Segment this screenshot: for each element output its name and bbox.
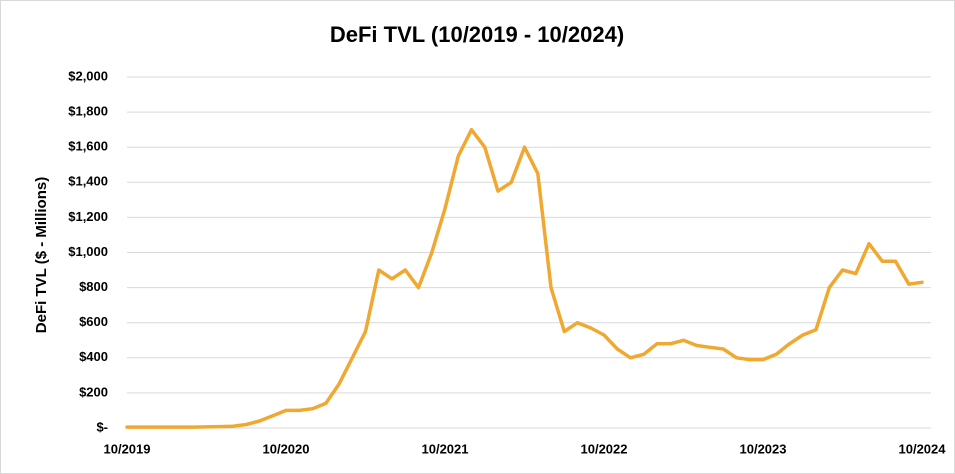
x-tick-label: 10/2021 — [422, 441, 469, 456]
x-tick-label: 10/2023 — [740, 441, 787, 456]
x-tick-label: 10/2020 — [263, 441, 310, 456]
y-tick-label: $1,600 — [68, 139, 108, 154]
x-tick-label: 10/2022 — [581, 441, 628, 456]
y-tick-label: $800 — [79, 279, 108, 294]
y-tick-label: $400 — [79, 349, 108, 364]
data-line — [125, 127, 924, 429]
y-tick-label: $- — [96, 419, 108, 434]
chart-title: DeFi TVL (10/2019 - 10/2024) — [330, 22, 624, 47]
y-tick-label: $200 — [79, 384, 108, 399]
y-tick-label: $1,200 — [68, 209, 108, 224]
x-tick-label: 10/2024 — [899, 441, 947, 456]
y-tick-label: $1,800 — [68, 104, 108, 119]
y-tick-label: $1,000 — [68, 244, 108, 259]
y-axis-title: DeFi TVL ($ - Millions) — [33, 177, 50, 333]
y-tick-label: $2,000 — [68, 68, 108, 83]
y-tick-label: $600 — [79, 314, 108, 329]
x-tick-label: 10/2019 — [104, 441, 151, 456]
y-tick-label: $1,400 — [68, 174, 108, 189]
